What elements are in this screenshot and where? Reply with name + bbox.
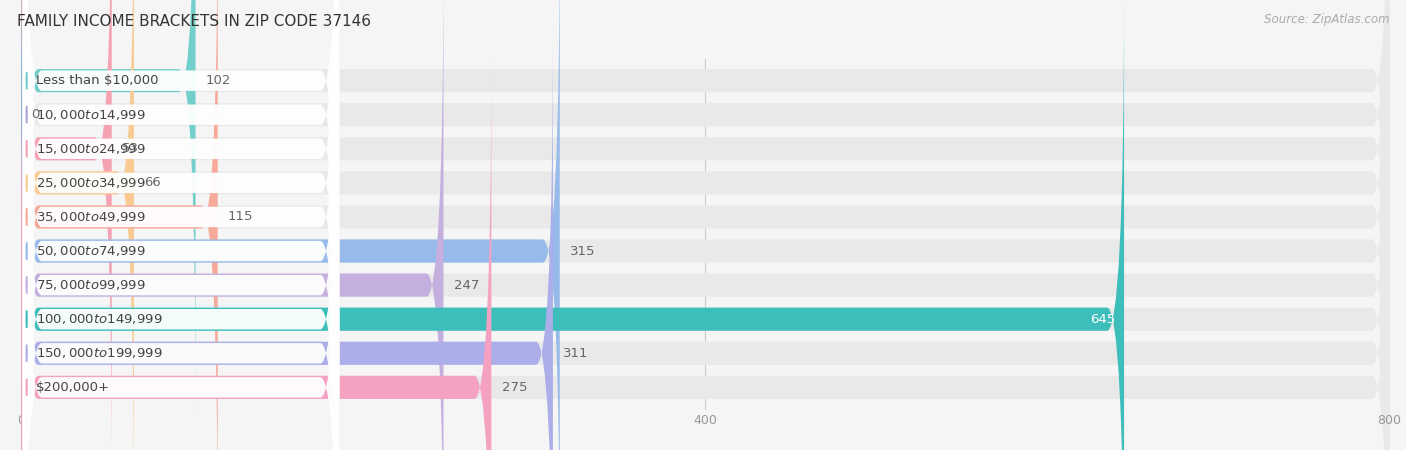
Text: $25,000 to $34,999: $25,000 to $34,999	[35, 176, 145, 190]
Text: $150,000 to $199,999: $150,000 to $199,999	[35, 346, 162, 360]
FancyBboxPatch shape	[21, 0, 1389, 450]
FancyBboxPatch shape	[21, 0, 1123, 450]
FancyBboxPatch shape	[22, 0, 339, 450]
Text: FAMILY INCOME BRACKETS IN ZIP CODE 37146: FAMILY INCOME BRACKETS IN ZIP CODE 37146	[17, 14, 371, 28]
FancyBboxPatch shape	[22, 0, 339, 450]
FancyBboxPatch shape	[22, 0, 339, 450]
Text: 115: 115	[228, 211, 253, 224]
Text: Source: ZipAtlas.com: Source: ZipAtlas.com	[1264, 14, 1389, 27]
FancyBboxPatch shape	[21, 24, 553, 450]
Text: 311: 311	[564, 347, 589, 360]
Text: $50,000 to $74,999: $50,000 to $74,999	[35, 244, 145, 258]
FancyBboxPatch shape	[21, 0, 1389, 450]
Text: $100,000 to $149,999: $100,000 to $149,999	[35, 312, 162, 326]
FancyBboxPatch shape	[22, 0, 339, 450]
FancyBboxPatch shape	[21, 58, 1389, 450]
FancyBboxPatch shape	[21, 0, 1389, 450]
Text: 0: 0	[31, 108, 39, 121]
FancyBboxPatch shape	[22, 0, 339, 446]
Text: 247: 247	[454, 279, 479, 292]
FancyBboxPatch shape	[22, 0, 339, 450]
FancyBboxPatch shape	[21, 0, 111, 450]
FancyBboxPatch shape	[22, 22, 339, 450]
FancyBboxPatch shape	[21, 0, 1389, 450]
FancyBboxPatch shape	[21, 0, 1389, 450]
Text: 275: 275	[502, 381, 527, 394]
Text: 315: 315	[569, 244, 596, 257]
FancyBboxPatch shape	[21, 0, 218, 450]
Text: 102: 102	[205, 74, 231, 87]
Text: $10,000 to $14,999: $10,000 to $14,999	[35, 108, 145, 122]
Text: 53: 53	[122, 142, 139, 155]
FancyBboxPatch shape	[22, 0, 339, 450]
FancyBboxPatch shape	[21, 0, 1389, 444]
Text: $15,000 to $24,999: $15,000 to $24,999	[35, 142, 145, 156]
FancyBboxPatch shape	[21, 24, 1389, 450]
Text: $75,000 to $99,999: $75,000 to $99,999	[35, 278, 145, 292]
Text: Less than $10,000: Less than $10,000	[35, 74, 157, 87]
FancyBboxPatch shape	[21, 0, 195, 410]
FancyBboxPatch shape	[22, 0, 339, 450]
FancyBboxPatch shape	[21, 0, 560, 450]
FancyBboxPatch shape	[21, 58, 491, 450]
Text: 645: 645	[1090, 313, 1115, 326]
Text: 66: 66	[145, 176, 160, 189]
Text: $35,000 to $49,999: $35,000 to $49,999	[35, 210, 145, 224]
FancyBboxPatch shape	[21, 0, 1389, 450]
Text: $200,000+: $200,000+	[35, 381, 110, 394]
FancyBboxPatch shape	[22, 0, 339, 450]
FancyBboxPatch shape	[21, 0, 134, 450]
FancyBboxPatch shape	[21, 0, 1389, 410]
FancyBboxPatch shape	[21, 0, 443, 450]
